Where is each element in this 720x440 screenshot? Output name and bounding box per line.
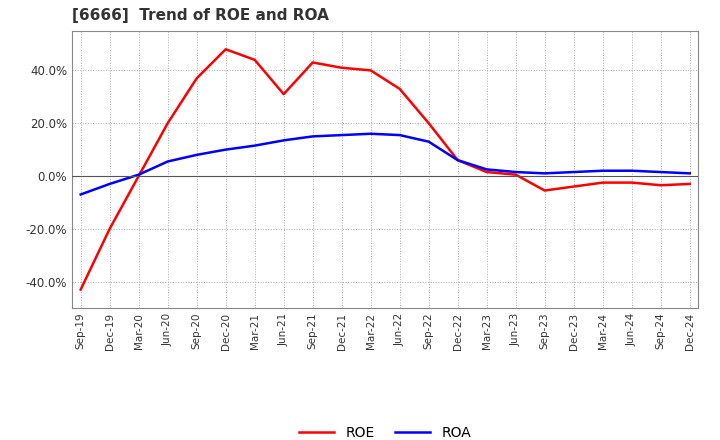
ROA <box>135 172 143 177</box>
ROA <box>395 132 404 138</box>
ROE <box>308 60 317 65</box>
ROA <box>454 158 462 163</box>
ROA <box>366 131 375 136</box>
ROE <box>511 172 520 177</box>
ROA <box>105 181 114 187</box>
ROE <box>482 169 491 175</box>
ROA <box>221 147 230 152</box>
Line: ROA: ROA <box>81 134 690 194</box>
ROE <box>570 184 578 189</box>
ROE <box>541 188 549 193</box>
ROA <box>192 152 201 158</box>
ROE <box>105 226 114 231</box>
ROA <box>424 139 433 144</box>
ROA <box>338 132 346 138</box>
ROA <box>251 143 259 148</box>
ROE <box>366 68 375 73</box>
ROE <box>135 173 143 179</box>
ROA <box>685 171 694 176</box>
ROE <box>76 287 85 292</box>
ROA <box>308 134 317 139</box>
ROA <box>482 167 491 172</box>
ROA <box>627 168 636 173</box>
ROE <box>627 180 636 185</box>
ROE <box>192 76 201 81</box>
Line: ROE: ROE <box>81 49 690 290</box>
ROA <box>541 171 549 176</box>
ROA <box>570 169 578 175</box>
ROA <box>511 169 520 175</box>
ROE <box>598 180 607 185</box>
ROE <box>338 65 346 70</box>
ROE <box>251 57 259 62</box>
ROE <box>395 86 404 92</box>
ROE <box>685 181 694 187</box>
ROE <box>657 183 665 188</box>
ROE <box>424 121 433 126</box>
ROE <box>454 158 462 163</box>
Text: [6666]  Trend of ROE and ROA: [6666] Trend of ROE and ROA <box>72 7 329 23</box>
ROA <box>279 138 288 143</box>
ROE <box>163 121 172 126</box>
ROA <box>598 168 607 173</box>
Legend: ROE, ROA: ROE, ROA <box>294 420 477 440</box>
ROE <box>279 92 288 97</box>
ROE <box>221 47 230 52</box>
ROA <box>657 169 665 175</box>
ROA <box>76 192 85 197</box>
ROA <box>163 159 172 164</box>
